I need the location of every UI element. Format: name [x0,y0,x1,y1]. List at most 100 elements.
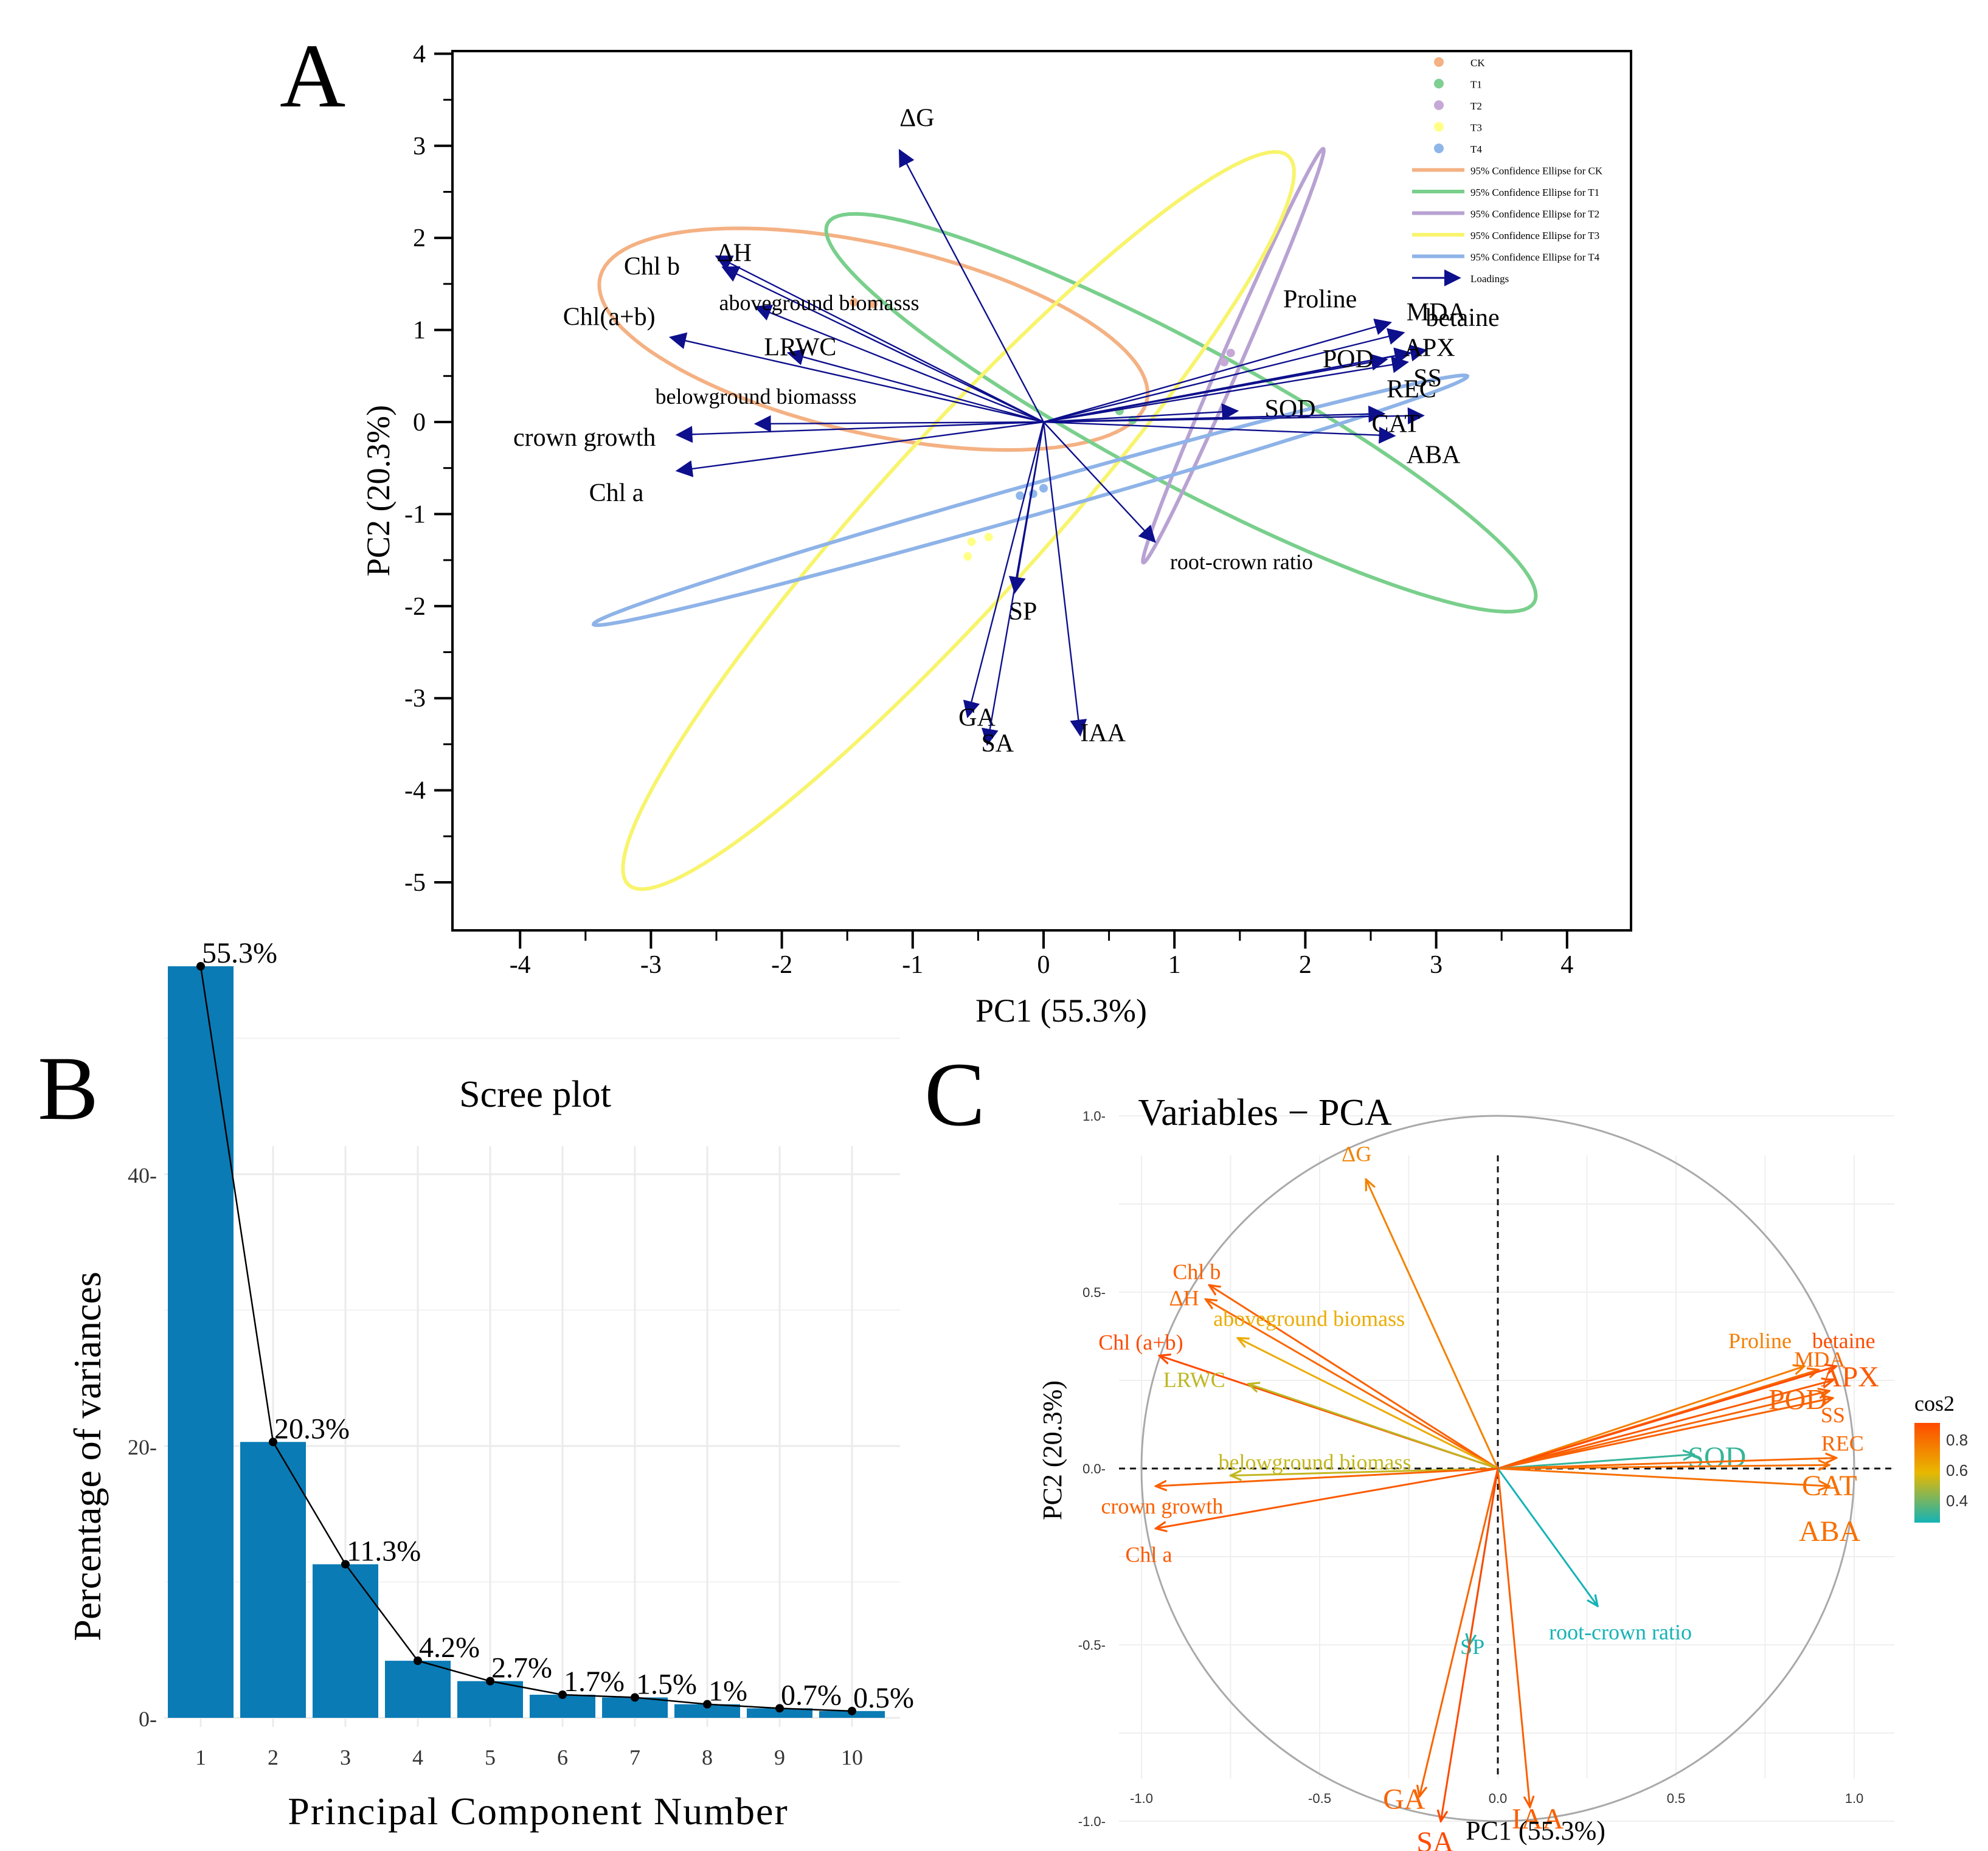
variable-arrow-betaine [1497,1366,1837,1470]
variable-arrow-aba [1497,1467,1829,1486]
y-tick-label: 2 [413,224,426,252]
variable-arrow-iaa [1497,1468,1530,1807]
loading-arrow-iaa [1042,421,1087,737]
panel-label-a: A [280,26,345,126]
loading-arrow-crown-growth [675,421,1044,443]
loading-label-iaa: IAA [1080,719,1126,747]
variable-label-sod: SOD [1688,1441,1746,1473]
legend-label-95-confidence-ellipse-for-ck: 95% Confidence Ellipse for CK [1470,165,1603,177]
scree-line [196,962,856,1715]
legend: CK T1 T2 T3 T4 95% Confidence Ellipse for CK 9… [1412,57,1603,286]
variable-label-apx: APX [1821,1361,1879,1393]
x-tick-label: 6 [557,1745,568,1770]
y-axis-title: PC2 (20.3%) [360,405,397,576]
x-axis-title: PC1 (55.3%) [975,992,1147,1029]
legend-marker-ck [1434,57,1444,67]
loading-label-betaine: betaine [1425,304,1499,332]
legend-label-t3: T3 [1470,122,1482,134]
loading-label-cat: CAT [1372,410,1420,438]
bar-pc1 [168,966,234,1718]
point-t3 [967,537,976,546]
x-axis-title: PC1 (55.3%) [1466,1816,1605,1846]
variable-arrow-chl-b [1209,1285,1498,1470]
variable-label-sp: SP [1460,1635,1484,1659]
variable-arrow-g [1366,1179,1499,1469]
y-tick-label: -0.5- [1078,1638,1106,1653]
x-axis-title: Principal Component Number [288,1790,788,1833]
confidence-ellipses [591,147,1538,891]
loading-label-rec: REC [1387,375,1436,403]
y-tick-label: 20- [128,1435,157,1459]
x-tick-label: 4 [412,1745,423,1770]
panel-a-biplot: ΔG Chl b ΔH aboveground biomasss Chl(a+b) LRW… [360,40,1632,1029]
panel-label-b: B [38,1038,99,1139]
y-tick-label: -3 [404,685,426,713]
unit-circle [1140,1115,1855,1822]
variable-label-betaine: betaine [1812,1329,1875,1353]
variable-label-g: ΔG [1342,1141,1371,1166]
loading-label-chl-b: Chl b [624,252,680,280]
y-tick-label: 1 [413,317,426,345]
variable-arrow-lrwc [1249,1384,1498,1470]
y-tick-label: 40- [128,1163,157,1188]
x-tick-label: -4 [510,951,531,979]
loading-label-crown-growth: crown growth [513,424,656,452]
legend-label-95-confidence-ellipse-for-t3: 95% Confidence Ellipse for T3 [1470,230,1599,241]
data-label: 55.3% [202,937,277,969]
axis-ticks: -4 -3 -2 -1 0 1 2 3 4 -5 -4 -3 -2 -1 0 1 2 3 4 [404,40,1573,979]
variable-arrow-aboveground-biomass [1238,1338,1498,1470]
ellipse-t3 [621,150,1296,891]
variable-arrow-rec [1497,1458,1837,1470]
variable-label-crown-growth: crown growth [1101,1494,1223,1518]
scree-polyline [199,966,853,1712]
legend-title: cos2 [1914,1391,1955,1416]
loading-label-sod: SOD [1264,395,1315,423]
legend-marker-t4 [1434,144,1444,153]
variable-label-lrwc: LRWC [1163,1368,1225,1392]
loading-arrow-chl-a-b [668,332,1044,423]
bar-pc5 [457,1681,523,1718]
data-label: 11.3% [347,1535,421,1567]
scree-point [269,1438,277,1447]
legend-label-t2: T2 [1470,100,1482,112]
ellipse-t1 [824,212,1538,614]
x-tick-label: -0.5 [1308,1791,1331,1806]
axis-ticks: -1.0 -0.5 0.0 0.5 1.0 -1.0- -0.5- 0.0- 0.5- 1.0- [1078,1109,1864,1829]
loading-arrow-mda [1043,328,1405,423]
ellipse-t4 [591,373,1470,628]
variable-arrow-cat [1497,1465,1829,1469]
variable-arrow-apx [1497,1380,1833,1470]
variable-label-sa: SA [1416,1826,1454,1851]
loading-arrow-sa [982,421,1045,746]
variable-arrows: ΔG Chl bΔH aboveground biomass Chl (a+b) LRW… [1098,1141,1879,1851]
variable-label-chl-a-b: Chl (a+b) [1098,1330,1183,1354]
x-tick-label: -1.0 [1130,1791,1153,1806]
bar-pc2 [240,1442,306,1718]
x-tick-label: 3 [1430,951,1443,979]
data-label: 1.5% [636,1668,697,1700]
point-ck [849,298,858,307]
panel-c-correlation-circle: ΔG Chl bΔH aboveground biomass Chl (a+b) LRW… [1037,1092,1968,1851]
loading-arrow-h [721,266,1044,423]
y-tick-label: 0.5- [1082,1285,1106,1300]
x-tick-label: 0.0 [1489,1791,1508,1806]
variable-arrow-pod [1497,1391,1829,1470]
variable-arrow-ss [1497,1398,1833,1470]
legend-tick-label: 0.8 [1946,1431,1968,1449]
point-t3 [984,533,993,542]
scree-point [848,1706,856,1715]
x-tick-label: 0.5 [1667,1791,1686,1806]
y-tick-label: 3 [413,133,426,161]
data-label: 4.2% [419,1631,480,1664]
point-t2 [1219,358,1228,367]
chart-title: Scree plot [459,1074,611,1115]
correlation-circle [1140,1115,1855,1822]
x-tick-label: 2 [268,1745,279,1770]
legend-label-95-confidence-ellipse-for-t4: 95% Confidence Ellipse for T4 [1470,252,1600,263]
bar-pc4 [385,1661,451,1718]
y-tick-label: -1 [404,500,426,528]
y-tick-label: 1.0- [1082,1109,1106,1124]
variable-label-h: ΔH [1169,1286,1199,1310]
loading-arrow-root-crown-ratio [1043,421,1156,543]
